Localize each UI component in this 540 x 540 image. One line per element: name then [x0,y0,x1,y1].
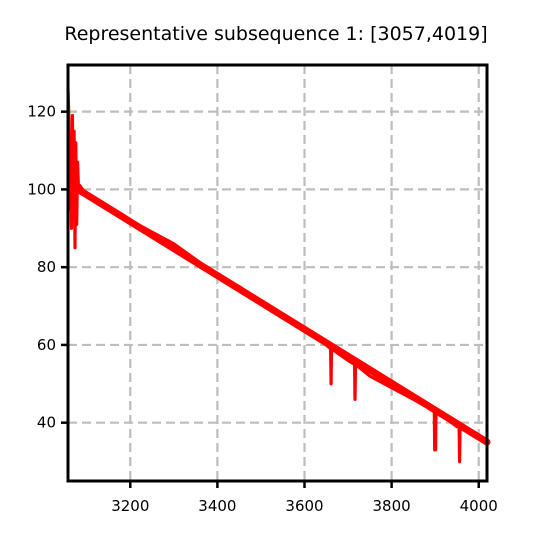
y-tick-label: 60 [37,336,56,354]
x-tick-label: 4000 [460,497,498,515]
x-tick-label: 3800 [373,497,411,515]
y-tick-label: 100 [27,180,56,198]
plot-frame [66,63,489,483]
series-line [66,86,489,464]
chart-title: Representative subsequence 1: [3057,4019… [64,23,487,45]
x-tick-label: 3200 [111,497,149,515]
series-layer [66,86,491,464]
x-tick-label: 3600 [285,497,323,515]
y-tick-label: 120 [27,103,56,121]
y-tick-label: 40 [37,414,56,432]
y-tick-label: 80 [37,258,56,276]
axis-ticks: 3200 3400 3600 3800 4000 40 60 80 100 120 [27,103,497,515]
x-tick-label: 3400 [198,497,236,515]
gridlines [68,65,487,481]
